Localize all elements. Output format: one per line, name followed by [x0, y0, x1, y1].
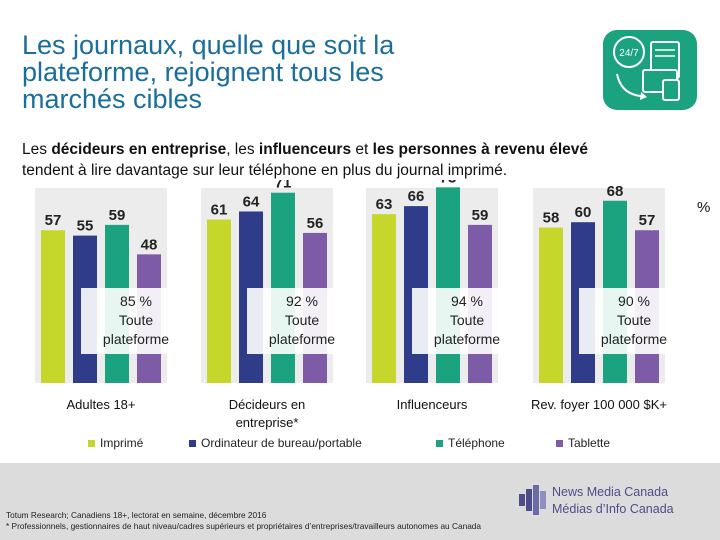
annotation-text: 90 % [618, 293, 650, 309]
news-media-canada-logo: News Media Canada Médias d’Info Canada [519, 485, 719, 519]
annotation-box [247, 288, 357, 354]
data-label: 59 [472, 207, 489, 224]
data-label: 61 [211, 202, 228, 219]
unit-label: % [697, 199, 711, 216]
footer-band [0, 463, 720, 540]
legend-swatch [189, 439, 196, 447]
annotation-text: 94 % [451, 293, 483, 309]
page-title: Les journaux, quelle que soit la platefo… [22, 32, 562, 113]
legend-item-tablette: Tablette [556, 436, 610, 450]
annotation-text: plateforme [601, 331, 667, 347]
data-label: 57 [45, 212, 62, 229]
category-label: Décideurs en [229, 397, 306, 412]
legend-swatch [556, 439, 563, 447]
annotation-text: Toute [285, 312, 319, 328]
source-note: Totum Research; Canadiens 18+, lectorat … [6, 510, 481, 532]
subtitle-text: et [351, 141, 373, 158]
data-label: 63 [376, 196, 393, 213]
brand-name-fr: Médias d’Info Canada [552, 502, 674, 516]
data-label: 66 [408, 188, 425, 205]
annotation-text: 92 % [286, 293, 318, 309]
annotation-text: Toute [119, 312, 153, 328]
legend-label: Ordinateur de bureau/portable [201, 436, 362, 450]
subtitle-emphasis: les personnes à revenu élevé [372, 141, 589, 158]
data-label: 60 [575, 204, 592, 221]
annotation-text: plateforme [103, 331, 169, 347]
subtitle-emphasis: décideurs en entreprise [51, 141, 227, 158]
subtitle-text: Les [22, 141, 52, 158]
annotation-box [579, 288, 689, 354]
data-label: 64 [243, 193, 260, 210]
data-label: 71 [275, 180, 292, 192]
legend-swatch [436, 439, 443, 447]
title-line-1: Les journaux, quelle que soit la [22, 30, 395, 60]
category-label: Rev. foyer 100 000 $K+ [531, 397, 667, 412]
category-label: Adultes 18+ [66, 397, 135, 412]
annotation-text: plateforme [269, 331, 335, 347]
subtitle-text: , les [226, 141, 259, 158]
bar [372, 214, 396, 383]
legend-label: Téléphone [448, 436, 505, 450]
subtitle: Les décideurs en entreprise, les influen… [22, 139, 712, 181]
bar-chart: 57 55 59 48 85 % Toute plateforme Adultes 18+ 61… [35, 180, 689, 430]
news-media-canada-mark-icon [519, 485, 546, 515]
legend-swatch [88, 439, 95, 447]
legend-item-imprime: Imprimé [88, 436, 143, 450]
data-label: 73 [440, 180, 457, 186]
title-line-2: plateforme, rejoignent tous les [22, 57, 384, 87]
legend-item-telephone: Téléphone [436, 436, 505, 450]
logo-text: 24/7 [619, 48, 639, 59]
annotation-text: Toute [450, 312, 484, 328]
annotation-text: Toute [617, 312, 651, 328]
bar [271, 192, 295, 383]
bar [207, 219, 231, 383]
data-label: 58 [543, 210, 560, 227]
annotation-text: plateforme [434, 331, 500, 347]
category-label: entreprise* [236, 415, 299, 430]
annotation-box [81, 288, 191, 354]
data-label: 59 [109, 207, 126, 224]
category-label: Influenceurs [397, 397, 468, 412]
legend-item-ordinateur: Ordinateur de bureau/portable [189, 436, 362, 450]
data-label: 57 [639, 212, 656, 229]
legend: Imprimé Ordinateur de bureau/portable Té… [0, 436, 720, 454]
bar [41, 230, 65, 383]
source-line-2: * Professionnels, gestionnaires de haut … [6, 521, 482, 531]
annotation-text: 85 % [120, 293, 152, 309]
subtitle-line-2: tendent à lire davantage sur leur téléph… [22, 162, 508, 179]
subtitle-line-1: Les décideurs en entreprise, les influen… [22, 139, 712, 160]
data-label: 68 [607, 183, 624, 200]
devices-24-7-icon: 24/7 [603, 30, 697, 110]
legend-label: Tablette [568, 436, 611, 450]
title-line-3: marchés cibles [22, 84, 203, 114]
data-label: 56 [307, 215, 324, 232]
bar [539, 227, 563, 383]
data-label: 55 [77, 218, 94, 235]
annotation-box [412, 288, 522, 354]
data-label: 48 [141, 236, 158, 253]
legend-label: Imprimé [100, 436, 144, 450]
brand-name-en: News Media Canada [552, 485, 669, 499]
source-line-1: Totum Research; Canadiens 18+, lectorat … [6, 510, 267, 520]
subtitle-emphasis: influenceurs [258, 141, 352, 158]
